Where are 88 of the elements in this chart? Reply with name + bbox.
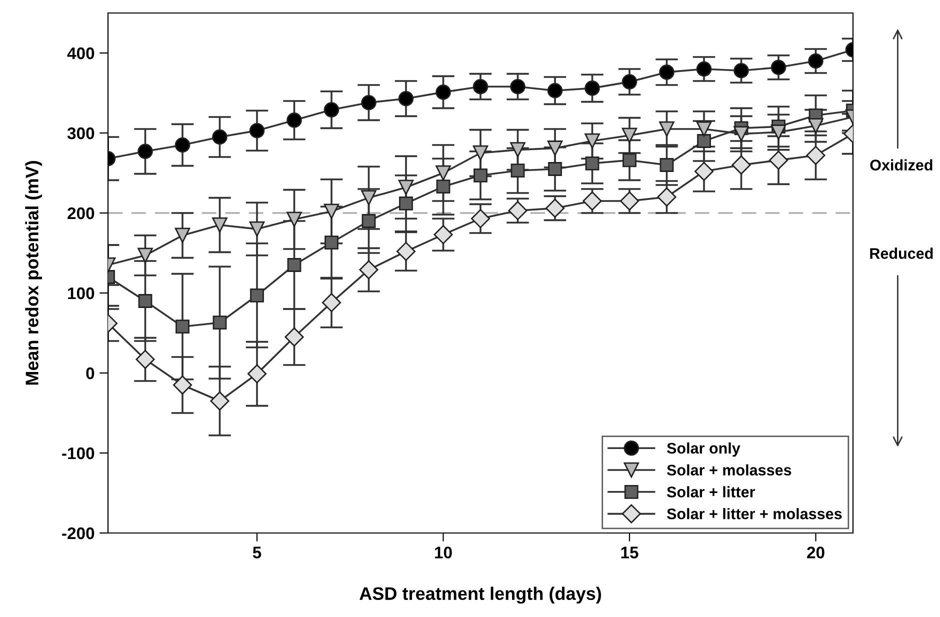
point [510, 164, 525, 178]
point [657, 187, 676, 207]
point [212, 217, 228, 233]
point [436, 165, 451, 181]
point [808, 53, 824, 69]
point [808, 118, 824, 134]
point [136, 350, 155, 369]
x-tick-label: 20 [807, 546, 824, 558]
point [622, 128, 638, 144]
legend-label: Solar + molasses [666, 464, 792, 476]
point [697, 134, 711, 148]
point [622, 74, 638, 90]
point [510, 78, 526, 94]
point [398, 90, 414, 106]
point [361, 190, 376, 206]
point [138, 248, 153, 264]
legend-label: Solar + litter + molasses [666, 508, 842, 520]
point [474, 168, 488, 182]
text: Reduced [870, 248, 933, 259]
point [472, 78, 488, 94]
point [212, 129, 228, 145]
point [247, 364, 267, 384]
y-tick-label: 400 [67, 47, 94, 60]
y-tick-label: 200 [68, 207, 94, 220]
point [547, 140, 563, 156]
point [584, 80, 600, 96]
y-tick-label: -200 [62, 527, 94, 540]
point [212, 316, 227, 330]
point [436, 180, 450, 194]
y-tick-label: 0 [86, 367, 94, 380]
point [287, 258, 302, 272]
point [660, 158, 674, 172]
point [210, 391, 230, 411]
point [584, 133, 600, 149]
point [585, 156, 600, 170]
point [174, 228, 190, 244]
y-tick-label: 100 [68, 287, 94, 300]
point [286, 212, 302, 228]
point [324, 236, 338, 250]
point [399, 196, 413, 210]
point [396, 242, 416, 261]
point [174, 137, 190, 153]
y-tick-label: 300 [67, 127, 94, 140]
x-tick-label: 5 [252, 546, 262, 558]
point [436, 84, 451, 100]
x-axis-title: ASD treatment length (days) [360, 586, 601, 604]
point [398, 180, 414, 196]
point [284, 327, 304, 347]
point [172, 375, 192, 395]
point [734, 126, 749, 142]
point [324, 102, 340, 118]
point [659, 64, 674, 80]
point [362, 214, 376, 228]
point [138, 294, 152, 308]
point [286, 112, 302, 128]
point [622, 153, 636, 168]
point [696, 61, 712, 77]
legend-label: Solar + litter [666, 486, 756, 498]
point [249, 122, 265, 138]
point [694, 162, 714, 181]
point [249, 221, 265, 237]
x-tick-label: 15 [621, 546, 638, 558]
point [250, 288, 264, 302]
legend-label: Solar only [666, 442, 740, 457]
point [434, 225, 453, 244]
x-tick-label: 10 [435, 546, 452, 558]
y-axis-title: Mean redox potential (mV) [25, 161, 42, 385]
point [508, 201, 528, 220]
point [806, 146, 826, 165]
point [770, 124, 786, 140]
point [548, 162, 562, 176]
y-tick-label: -100 [62, 447, 94, 460]
point [732, 155, 751, 175]
point [359, 260, 378, 280]
point [361, 94, 376, 110]
point [138, 144, 153, 160]
point [696, 121, 712, 137]
point [734, 62, 749, 78]
point [770, 60, 786, 76]
point [322, 293, 342, 312]
point [547, 82, 563, 98]
point [324, 204, 340, 220]
point [659, 121, 674, 137]
point [176, 320, 190, 334]
point [470, 209, 490, 228]
point [510, 142, 526, 158]
text: Oxidized [870, 159, 932, 170]
point [472, 145, 488, 161]
